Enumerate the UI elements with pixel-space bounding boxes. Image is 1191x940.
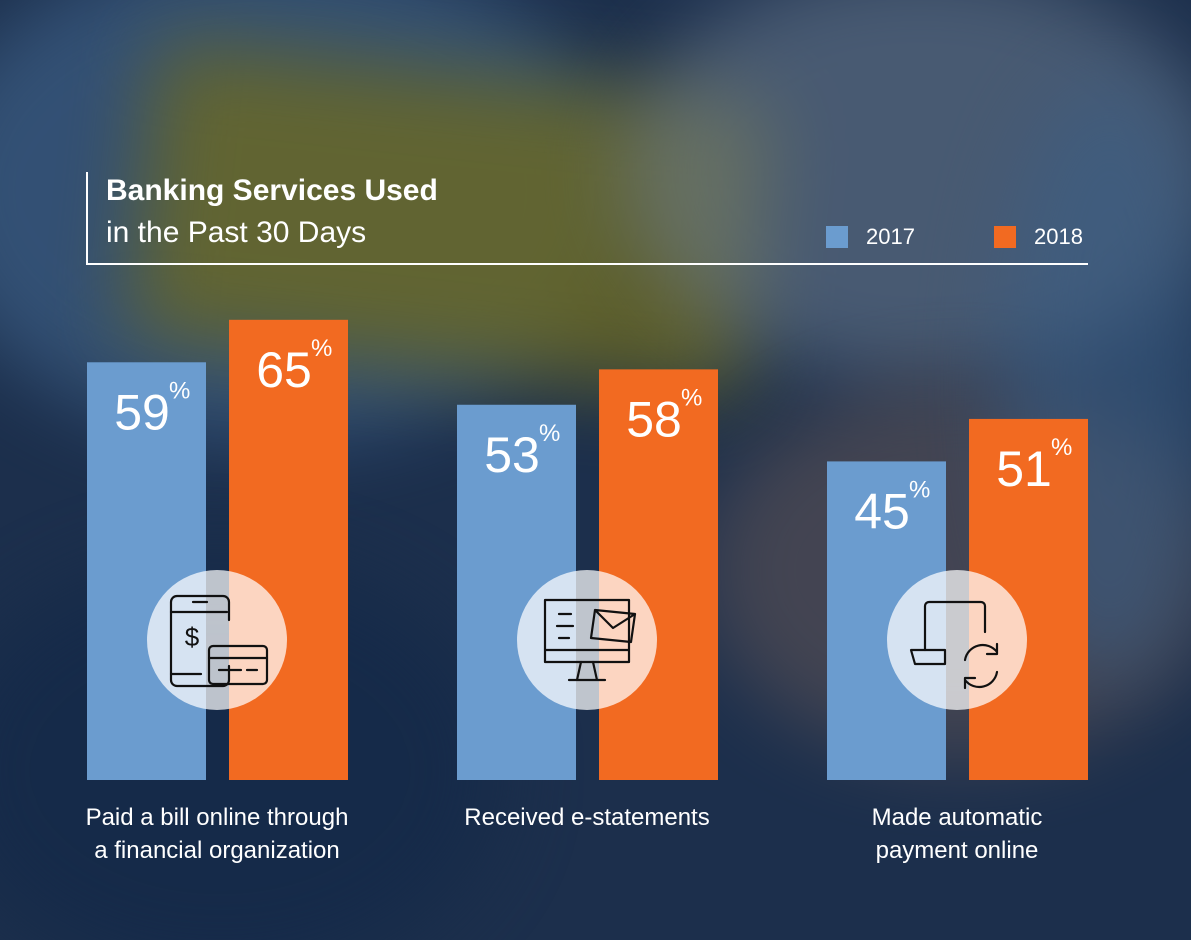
autopay-laptop-icon [887,570,1027,710]
value-label-2017-2: 53 [484,427,540,483]
category-label-autopay: Made automatic payment online [787,801,1127,867]
value-label-2018-2: 58 [626,391,682,447]
category-label-line: Received e-statements [464,804,710,831]
legend-item-2017: 2017 [826,224,915,250]
mobile-payment-icon: $ [147,570,287,710]
legend-label-2017: 2017 [866,224,915,249]
icon-circle [887,570,1027,710]
legend-label-2018: 2018 [1034,224,1083,249]
category-label-e-statements: Received e-statements [417,801,757,834]
bar-2018-1 [229,319,348,780]
icon-circle [147,570,287,710]
percent-sign: % [539,420,560,447]
percent-sign: % [681,384,702,411]
svg-text:$: $ [185,622,200,652]
legend-swatch-2018 [994,226,1016,248]
category-label-bill-pay: Paid a bill online through a financial o… [47,801,387,867]
icon-circle [517,570,657,710]
percent-sign: % [1051,434,1072,461]
chart-header: Banking Services Used in the Past 30 Day… [86,172,1088,265]
category-label-line: a financial organization [94,837,340,864]
bar-2018-2 [599,369,718,780]
percent-sign: % [909,476,930,503]
category-label-line: payment online [875,837,1039,864]
legend-swatch-2017 [826,226,848,248]
e-statement-monitor-icon [517,570,657,710]
category-label-line: Paid a bill online through [85,804,349,831]
percent-sign: % [169,377,190,404]
percent-sign: % [311,335,332,362]
chart-subtitle: in the Past 30 Days [106,216,367,249]
value-label-2018-3: 51 [996,441,1052,497]
value-label-2017-1: 59 [114,384,170,440]
value-label-2018-1: 65 [256,342,312,398]
title-accent-line [86,172,88,264]
category-label-line: Made automatic [871,804,1043,831]
title-divider [86,263,1088,265]
chart-title: Banking Services Used [106,174,438,207]
legend-item-2018: 2018 [994,224,1083,250]
bar-2017-1 [87,362,206,780]
value-label-2017-3: 45 [854,483,910,539]
